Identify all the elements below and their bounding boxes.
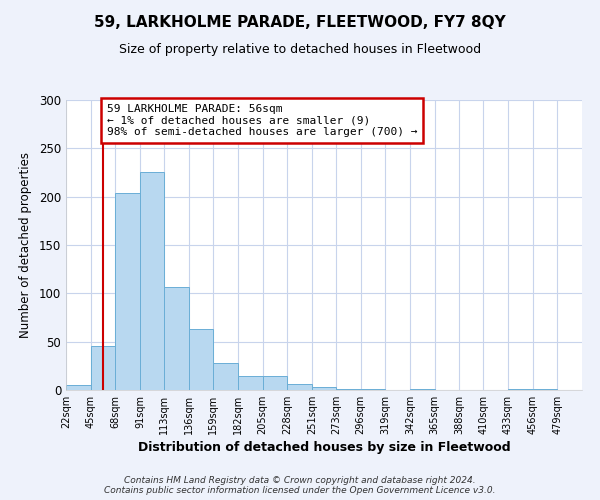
Bar	[164, 286, 188, 390]
Bar	[410, 389, 435, 390]
Text: 59 LARKHOLME PARADE: 56sqm
← 1% of detached houses are smaller (9)
98% of semi-d: 59 LARKHOLME PARADE: 56sqm ← 1% of detac…	[107, 104, 418, 137]
Bar	[188, 329, 213, 390]
Bar	[238, 376, 263, 390]
Bar	[336, 389, 361, 390]
Bar	[287, 384, 312, 390]
Bar	[533, 389, 557, 390]
Bar	[140, 172, 164, 390]
Bar	[263, 376, 287, 390]
Bar	[115, 193, 140, 390]
Bar	[66, 385, 91, 390]
X-axis label: Distribution of detached houses by size in Fleetwood: Distribution of detached houses by size …	[137, 441, 511, 454]
Text: Size of property relative to detached houses in Fleetwood: Size of property relative to detached ho…	[119, 42, 481, 56]
Bar	[312, 387, 336, 390]
Bar	[508, 389, 533, 390]
Y-axis label: Number of detached properties: Number of detached properties	[19, 152, 32, 338]
Text: Contains HM Land Registry data © Crown copyright and database right 2024.
Contai: Contains HM Land Registry data © Crown c…	[104, 476, 496, 495]
Bar	[91, 346, 115, 390]
Bar	[361, 389, 385, 390]
Bar	[213, 363, 238, 390]
Text: 59, LARKHOLME PARADE, FLEETWOOD, FY7 8QY: 59, LARKHOLME PARADE, FLEETWOOD, FY7 8QY	[94, 15, 506, 30]
